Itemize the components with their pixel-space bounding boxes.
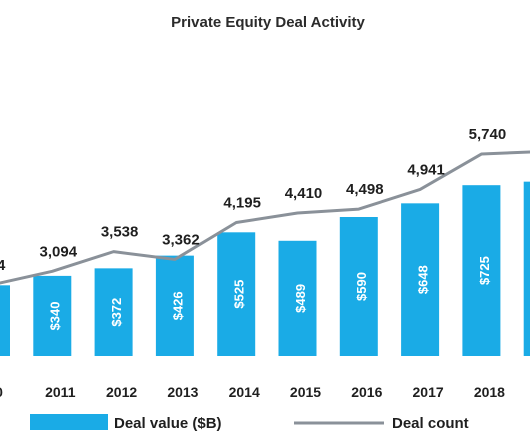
bar-value-label-2018: $725 bbox=[477, 256, 492, 285]
count-label-2012: 3,538 bbox=[101, 224, 139, 241]
count-label-2014: 4,195 bbox=[223, 195, 261, 212]
tick-label-2014: 2014 bbox=[229, 384, 260, 400]
bar-2018 bbox=[462, 185, 501, 356]
tick-label-2015: 2015 bbox=[290, 384, 321, 400]
tick-label-2012: 2012 bbox=[106, 384, 137, 400]
count-label-2011: 3,094 bbox=[40, 243, 78, 260]
bar-2016 bbox=[339, 216, 378, 356]
bar-value-label-2013: $426 bbox=[170, 291, 185, 320]
count-label-2017: 4,941 bbox=[407, 161, 445, 178]
bar-2014 bbox=[217, 232, 256, 356]
bar-value-labels: $340 $372 $426 $525 $489 $590 $648 $725 bbox=[48, 256, 492, 330]
tick-label-2010: 0 bbox=[0, 384, 3, 400]
chart-title: Private Equity Deal Activity bbox=[171, 14, 365, 31]
line-value-labels: 84 3,094 3,538 3,362 4,195 4,410 4,498 4,941 5,7… bbox=[0, 126, 507, 274]
bar-2019 bbox=[523, 181, 530, 356]
deal-count-line bbox=[0, 150, 530, 285]
tick-label-2013: 2013 bbox=[167, 384, 198, 400]
legend: Deal value ($B) Deal count bbox=[30, 414, 469, 432]
legend-swatch-deal-value bbox=[30, 414, 108, 430]
bar-series bbox=[0, 181, 530, 356]
tick-label-2011: 2011 bbox=[45, 384, 76, 400]
legend-label-deal-value: Deal value ($B) bbox=[114, 415, 222, 432]
x-axis-tick-labels: 0201120122013201420152016201720182 bbox=[0, 384, 505, 400]
tick-label-2018: 2018 bbox=[474, 384, 505, 400]
bar-2011 bbox=[33, 275, 72, 356]
bar-value-label-2016: $590 bbox=[354, 272, 369, 301]
bar-value-label-2015: $489 bbox=[293, 284, 308, 313]
legend-label-deal-count: Deal count bbox=[392, 415, 469, 432]
count-label-2010: 84 bbox=[0, 257, 6, 274]
bar-2010 bbox=[0, 285, 10, 356]
tick-label-2017: 2017 bbox=[413, 384, 444, 400]
tick-label-2016: 2016 bbox=[351, 384, 382, 400]
count-label-2013: 3,362 bbox=[162, 231, 200, 248]
count-label-2018: 5,740 bbox=[469, 126, 507, 143]
bar-value-label-2012: $372 bbox=[109, 298, 124, 327]
bar-2015 bbox=[278, 240, 317, 356]
bar-value-label-2014: $525 bbox=[232, 280, 247, 309]
bar-value-label-2017: $648 bbox=[416, 265, 431, 294]
bar-2012 bbox=[94, 268, 133, 356]
bar-2013 bbox=[155, 255, 194, 356]
line-series bbox=[0, 150, 530, 285]
bar-2017 bbox=[401, 203, 440, 356]
count-label-2016: 4,498 bbox=[346, 181, 384, 198]
bar-value-label-2011: $340 bbox=[48, 301, 63, 330]
count-label-2015: 4,410 bbox=[285, 185, 323, 202]
